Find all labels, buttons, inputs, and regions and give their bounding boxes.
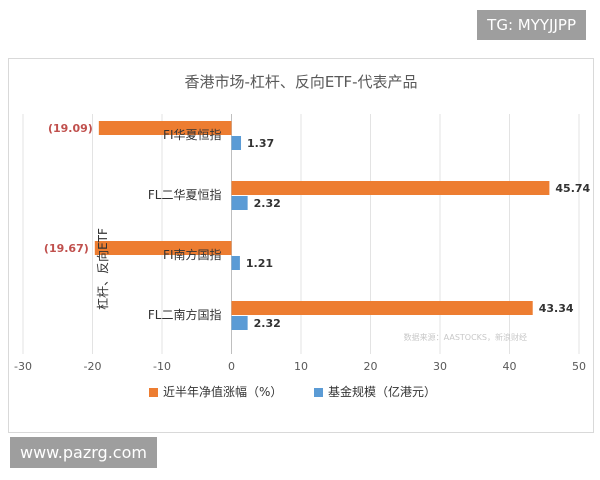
x-tick-label: 20 [364, 360, 378, 373]
data-label: 1.21 [246, 257, 273, 270]
x-tick-label: 40 [503, 360, 517, 373]
x-tick-label: 10 [294, 360, 308, 373]
return-bar [231, 181, 550, 195]
legend: 近半年净值涨幅（%） 基金规模（亿港元） [149, 384, 436, 399]
x-tick-label: -20 [84, 360, 102, 373]
fund-size-bar [231, 256, 240, 270]
data-label: 45.74 [555, 182, 590, 195]
x-axis: -30 -20 -10 0 10 20 30 40 50 [14, 360, 586, 373]
data-label: 2.32 [254, 317, 281, 330]
fund-size-bar [231, 136, 242, 150]
legend-label: 基金规模（亿港元） [328, 384, 436, 399]
group-label: 杠杆、反向ETF [95, 228, 110, 310]
category-label: FI华夏恒指 [163, 127, 221, 142]
fund-size-bar [231, 316, 248, 330]
bar-chart: 香港市场-杠杆、反向ETF-代表产品 (19.09)1.3745.742.32(… [14, 73, 591, 399]
data-label: (19.09) [48, 122, 93, 135]
legend-label: 近半年净值涨幅（%） [163, 384, 282, 399]
telegram-watermark: TG: MYYJJPP [477, 10, 586, 40]
chart-title: 香港市场-杠杆、反向ETF-代表产品 [184, 73, 417, 91]
site-watermark: www.pazrg.com [10, 437, 157, 468]
data-label: 1.37 [247, 137, 274, 150]
x-tick-label: 50 [572, 360, 586, 373]
chart-frame: 香港市场-杠杆、反向ETF-代表产品 (19.09) 1.37 45.74 2.32(… [8, 58, 594, 433]
return-bar [94, 241, 232, 255]
x-tick-label: 0 [228, 360, 235, 373]
data-label: (19.67) [44, 242, 89, 255]
bars [94, 121, 550, 330]
source-note: 数据来源：AASTOCKS，新浪财经 [404, 332, 527, 342]
return-bar [98, 121, 232, 135]
legend-swatch-return [149, 388, 158, 397]
fund-size-bar [231, 196, 248, 210]
legend-swatch-fund-size [314, 388, 323, 397]
data-label: 43.34 [539, 302, 574, 315]
data-label: 2.32 [254, 197, 281, 210]
category-label: FL二华夏恒指 [148, 187, 222, 202]
category-label: FL二南方国指 [148, 307, 222, 322]
return-bar [231, 301, 533, 315]
category-labels: FI华夏恒指 FL二华夏恒指 FI南方国指 FL二南方国指 [148, 127, 222, 322]
category-label: FI南方国指 [163, 247, 221, 262]
data-labels: (19.09) 1.37 45.74 2.32 (19.67) 1.21 43.34 2.32 [44, 122, 591, 330]
x-tick-label: 30 [433, 360, 447, 373]
x-tick-label: -30 [14, 360, 32, 373]
x-tick-label: -10 [153, 360, 171, 373]
